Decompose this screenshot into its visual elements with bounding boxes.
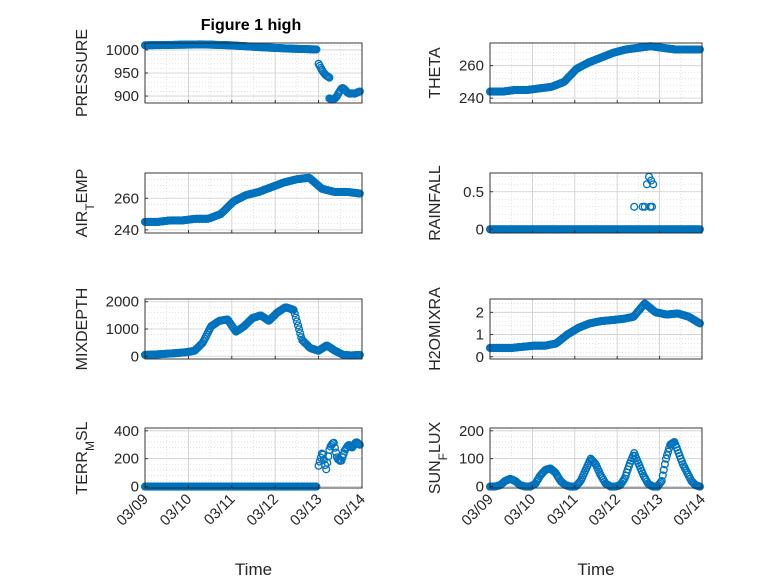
data-series xyxy=(140,173,364,226)
subplot-rainfall: 0 0.5 RAINFALL xyxy=(427,165,704,241)
y-tick-label: 260 xyxy=(114,190,139,207)
data-point xyxy=(656,478,665,487)
axes-box xyxy=(489,427,703,489)
data-point xyxy=(657,476,666,486)
data-point xyxy=(664,447,673,456)
subplot-air-temp: 240 260 AIRTEMP xyxy=(74,169,364,239)
y-tick-label: 200 xyxy=(114,451,139,468)
x-axis-label: Time xyxy=(577,560,614,579)
data-point xyxy=(318,450,327,459)
data-point xyxy=(661,454,671,463)
y-label-part: SL xyxy=(74,421,91,441)
y-tick-label: 0 xyxy=(476,221,484,238)
y-axis-label: MIXDEPTH xyxy=(74,288,91,371)
data-point xyxy=(353,439,362,448)
data-point xyxy=(312,45,321,54)
data-series xyxy=(485,299,704,352)
y-label-part: SUN xyxy=(427,460,444,494)
y-tick-label: 1000 xyxy=(106,321,139,338)
data-point xyxy=(662,451,672,460)
y-tick-label: 260 xyxy=(459,58,484,75)
y-axis-label: H2OMIXRA xyxy=(427,287,444,371)
axes-box xyxy=(489,298,703,360)
figure-title: Figure 1 high xyxy=(201,17,301,34)
y-tick-label: 1 xyxy=(476,327,484,344)
y-axis-label: SUNFLUX xyxy=(427,422,450,495)
axes-box xyxy=(144,427,363,489)
data-point xyxy=(649,180,658,189)
data-series xyxy=(140,438,364,491)
data-point xyxy=(355,189,364,198)
data-point xyxy=(290,309,299,318)
axes-box xyxy=(144,172,363,234)
y-tick-label: 2000 xyxy=(106,294,139,311)
data-point xyxy=(355,440,364,449)
y-tick-label: 0 xyxy=(476,479,484,496)
data-point xyxy=(647,202,657,211)
y-label-part: AIR xyxy=(74,211,91,238)
data-point xyxy=(695,482,704,491)
data-point xyxy=(292,317,301,326)
y-label-subscript: M xyxy=(83,441,97,451)
subplot-mixdepth: 0 1000 2000 MIXDEPTH xyxy=(74,288,364,371)
y-tick-label: 0 xyxy=(476,349,484,366)
data-series xyxy=(485,437,704,491)
y-tick-label: 0 xyxy=(131,348,139,365)
y-tick-label: 900 xyxy=(114,88,139,105)
y-tick-label: 0 xyxy=(131,479,139,496)
data-point xyxy=(325,73,334,82)
y-axis-label: THETA xyxy=(427,47,444,99)
x-axis-label: Time xyxy=(235,560,272,579)
data-point xyxy=(619,476,628,485)
axes-box xyxy=(489,42,703,104)
data-point xyxy=(289,305,298,314)
y-axis-label: RAINFALL xyxy=(427,165,444,241)
data-point xyxy=(695,45,704,54)
data-point xyxy=(291,313,300,322)
y-tick-label: 950 xyxy=(114,65,139,82)
data-point xyxy=(658,471,667,480)
y-tick-label: 200 xyxy=(459,423,484,440)
subplot-h2omixra: 0 1 2 H2OMIXRA xyxy=(427,287,704,371)
subplot-pressure: 900 950 1000 PRESSURE xyxy=(74,29,364,117)
data-point xyxy=(293,321,303,330)
data-series xyxy=(140,303,364,360)
data-point xyxy=(295,325,304,334)
y-label-subscript: F xyxy=(436,453,450,460)
axes-box xyxy=(489,172,703,234)
data-point xyxy=(296,329,305,338)
data-point xyxy=(329,438,338,447)
y-axis-label: PRESSURE xyxy=(74,29,91,117)
y-tick-label: 0.5 xyxy=(463,184,484,201)
y-tick-label: 240 xyxy=(114,222,139,239)
data-point xyxy=(695,319,704,328)
subplot-theta: 240 260 THETA xyxy=(427,42,704,107)
data-point xyxy=(330,443,339,452)
y-tick-label: 240 xyxy=(459,90,484,107)
y-tick-label: 2 xyxy=(476,304,484,321)
y-label-part: EMP xyxy=(74,169,91,204)
y-label-subscript: T xyxy=(83,203,97,211)
y-label-part: LUX xyxy=(427,422,444,453)
y-axis-label: TERRMSL xyxy=(74,421,97,494)
y-tick-label: 1000 xyxy=(106,42,139,59)
data-point xyxy=(660,460,669,469)
data-series xyxy=(140,40,364,104)
data-point xyxy=(355,87,364,96)
data-point xyxy=(321,461,330,470)
data-point xyxy=(355,350,364,359)
data-point xyxy=(312,482,321,491)
data-point xyxy=(630,202,639,211)
y-axis-label: AIRTEMP xyxy=(74,169,97,238)
data-point xyxy=(659,465,668,474)
y-tick-label: 400 xyxy=(114,423,139,440)
y-tick-label: 100 xyxy=(459,451,484,468)
data-series xyxy=(485,42,704,96)
y-label-part: TERR xyxy=(74,451,91,495)
